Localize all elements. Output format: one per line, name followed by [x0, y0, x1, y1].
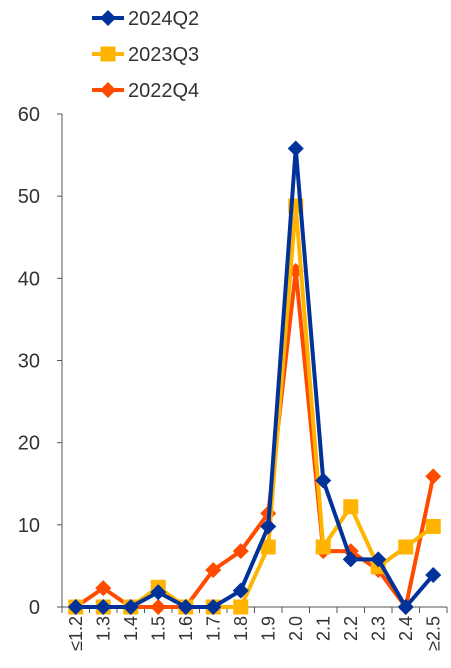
x-tick-label: 2.4 [396, 616, 416, 641]
data-point [232, 582, 249, 599]
legend-item: 2023Q3 [92, 44, 199, 66]
legend-label: 2024Q2 [128, 8, 199, 30]
data-point [95, 599, 112, 615]
data-point [425, 518, 441, 534]
x-tick-label: 1.4 [121, 616, 141, 641]
series-2023Q3 [68, 198, 441, 615]
data-point [233, 599, 249, 615]
data-point [67, 599, 84, 615]
legend-label: 2023Q3 [128, 44, 199, 66]
data-point [425, 566, 442, 583]
data-point [343, 499, 359, 515]
data-point [150, 599, 167, 615]
data-point [260, 539, 276, 555]
series-line [75, 146, 435, 609]
data-point [177, 599, 194, 615]
series-2024Q2 [67, 140, 442, 615]
data-point [315, 472, 332, 489]
legend-marker [100, 46, 116, 62]
data-point [122, 599, 139, 615]
legend-item: 2022Q4 [92, 80, 199, 102]
x-tick-label: 2.0 [286, 616, 306, 641]
y-tick-label: 60 [18, 104, 40, 126]
legend-label: 2022Q4 [128, 80, 199, 102]
data-point [150, 584, 167, 601]
x-tick-label: 1.8 [231, 616, 251, 641]
data-point [370, 551, 387, 568]
y-tick-label: 0 [29, 597, 40, 619]
chart-legend: 2024Q2 2023Q3 2022Q4 [92, 8, 199, 102]
x-tick-label: 2.2 [341, 616, 361, 641]
y-tick-label: 40 [18, 268, 40, 290]
data-point [425, 468, 442, 485]
data-point [287, 140, 304, 157]
data-point [398, 539, 414, 555]
x-tick-label: ≥2.5 [423, 616, 443, 651]
data-point [260, 518, 277, 535]
series-line [75, 204, 435, 609]
legend-item: 2024Q2 [92, 8, 199, 30]
x-tick-label: 1.9 [258, 616, 278, 641]
x-tick-label: 1.7 [203, 616, 223, 641]
data-point [397, 599, 414, 615]
data-point [205, 562, 222, 579]
data-point [95, 580, 112, 597]
data-point [205, 599, 222, 615]
x-tick-label: 1.5 [148, 616, 168, 641]
legend-marker [100, 10, 116, 26]
x-tick-label: 1.3 [93, 616, 113, 641]
x-tick-label: 2.1 [313, 616, 333, 641]
data-point [315, 539, 331, 555]
x-tick-label: 1.6 [176, 616, 196, 641]
data-point [342, 551, 359, 568]
x-tick-label: 2.3 [368, 616, 388, 641]
data-point [232, 543, 249, 560]
y-tick-label: 50 [18, 186, 40, 208]
chart-series [67, 140, 442, 615]
y-tick-label: 30 [18, 351, 40, 373]
y-tick-label: 20 [18, 433, 40, 455]
y-tick-label: 10 [18, 515, 40, 537]
chart-axes: 0 10 20 30 40 50 60 ≤1.2 1.3 1.4 1.5 1.6 1.7 1.8 1.9 2.… [18, 104, 448, 651]
x-tick-label: ≤1.2 [66, 616, 86, 651]
legend-marker [100, 82, 116, 98]
